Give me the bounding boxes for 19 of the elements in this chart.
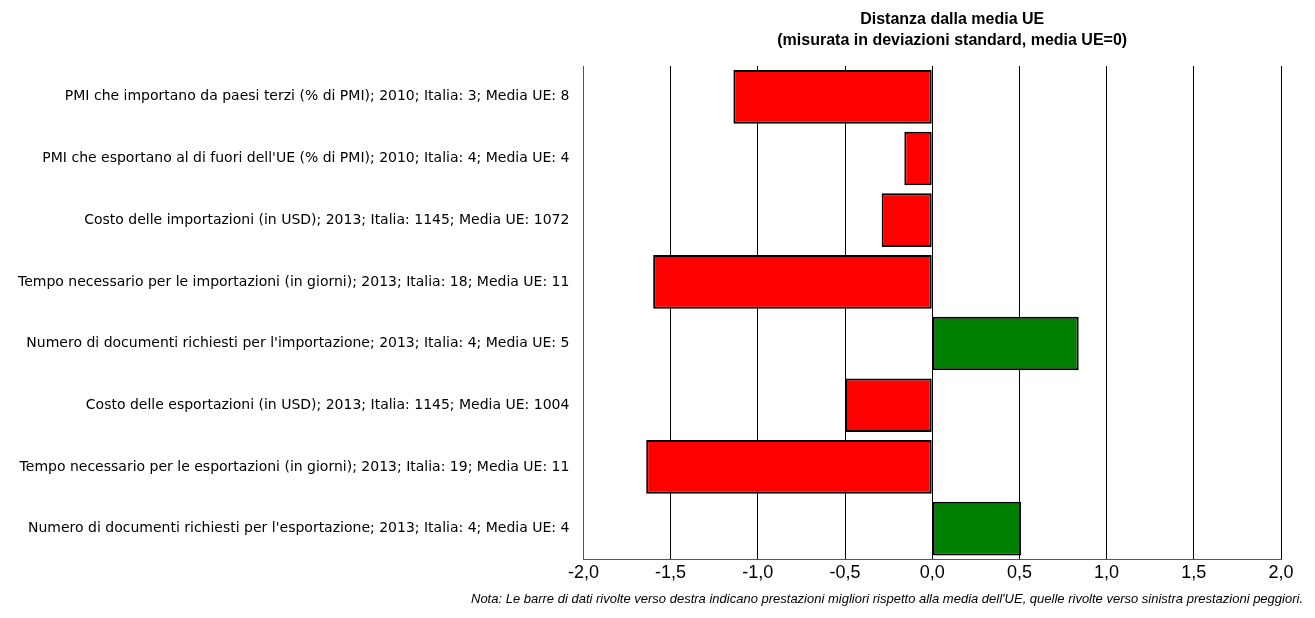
x-tick-label: -2,0: [567, 562, 599, 583]
y-tick-label: Tempo necessario per le esportazioni (in giorni); 2013; Italia: 19; Media UE: 11: [18, 457, 570, 474]
text: Nota: Le barre di dati rivolte verso destra indicano prestazioni migliori rispetto alla media dell'UE, quelle rivolte verso sinistra prestazioni peggiori.: [471, 591, 1303, 607]
y-tick-label: PMI che importano da paesi terzi (% di PMI); 2010; Italia: 3; Media UE: 8: [64, 87, 570, 104]
x-tick-label: -1,0: [742, 562, 774, 583]
x-tick-label: 1,0: [1094, 562, 1120, 583]
y-tick-label: Numero di documenti richiesti per l'esportazione; 2013; Italia: 4; Media UE: 4: [27, 519, 570, 536]
y-tick-label: Costo delle esportazioni (in USD); 2013; Italia: 1145; Media UE: 1004: [85, 395, 570, 412]
chart-title: Distanza dalla media UE (misurata in deviazioni standard, media UE=0): [777, 10, 1128, 49]
y-tick-label: Costo delle importazioni (in USD); 2013; Italia: 1145; Media UE: 1072: [84, 210, 570, 227]
y-tick-label: PMI che esportano al di fuori dell'UE (% di PMI); 2010; Italia: 4; Media UE: 4: [42, 149, 570, 166]
x-tick-label: -1,5: [655, 562, 687, 583]
y-tick-label: Numero di documenti richiesti per l'importazione; 2013; Italia: 4; Media UE: 5: [26, 334, 570, 351]
x-tick-label: -0,5: [829, 562, 861, 583]
y-tick-label: Tempo necessario per le importazioni (in giorni); 2013; Italia: 18; Media UE: 11: [17, 272, 570, 289]
x-tick-label: 2,0: [1268, 562, 1294, 583]
x-tick-label: 0,5: [1006, 562, 1032, 583]
x-tick-label: 1,5: [1181, 562, 1207, 583]
x-tick-label: 0,0: [919, 562, 945, 583]
